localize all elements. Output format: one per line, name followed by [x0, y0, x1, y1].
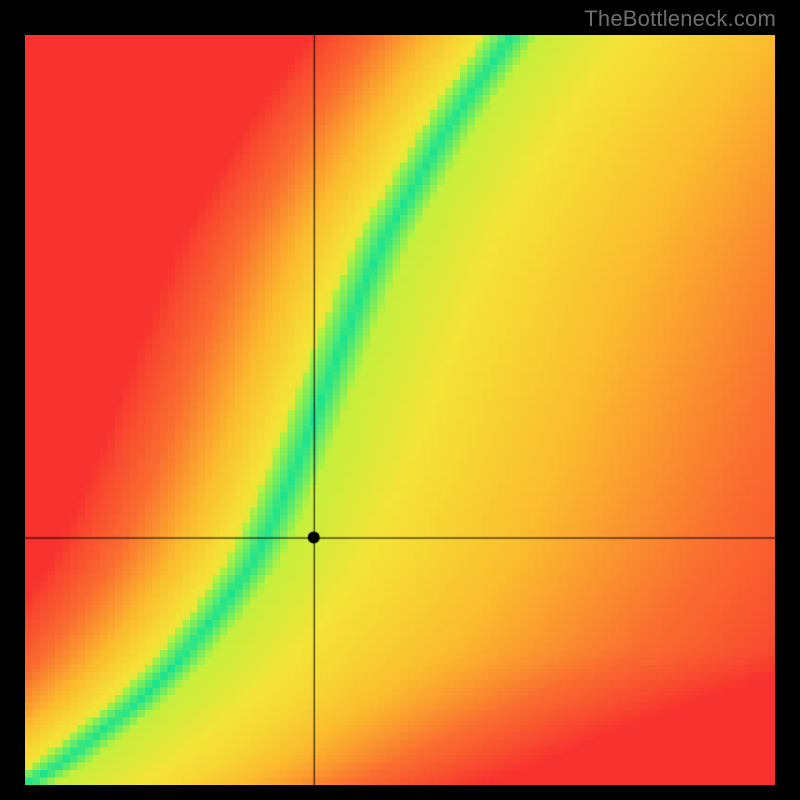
- watermark-text: TheBottleneck.com: [584, 6, 776, 32]
- crosshair-overlay: [25, 35, 775, 785]
